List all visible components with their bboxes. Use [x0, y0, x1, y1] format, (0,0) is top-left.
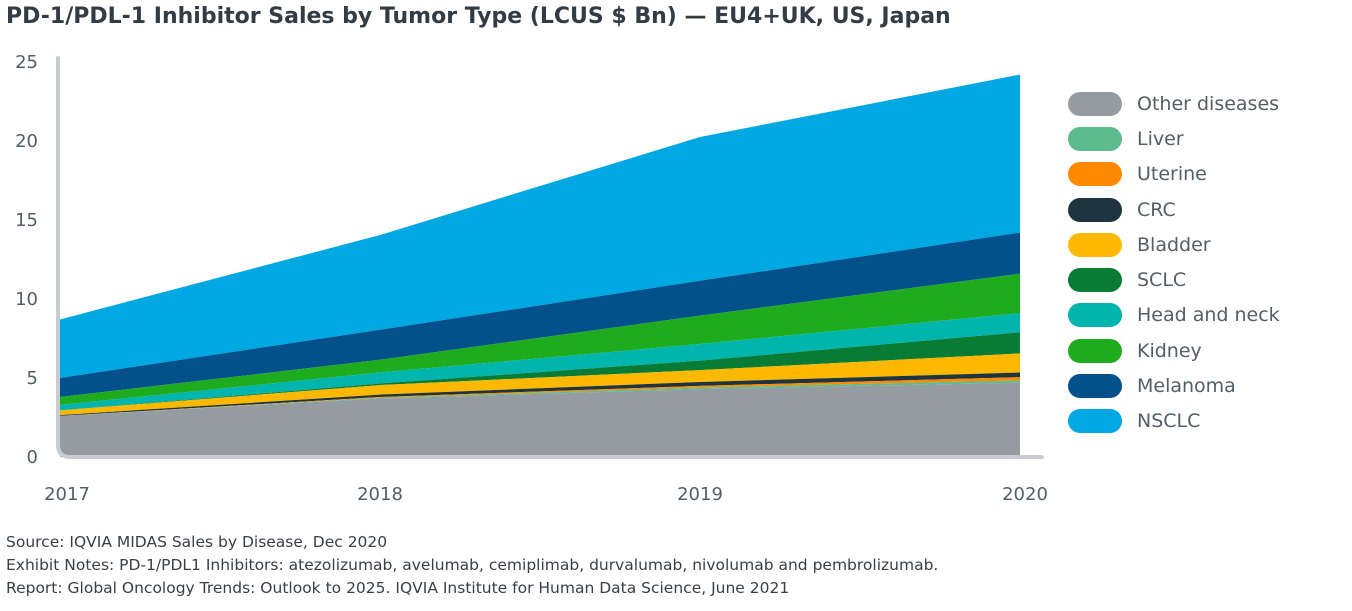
area-layers: [60, 74, 1020, 457]
footer: Source: IQVIA MIDAS Sales by Disease, De…: [6, 531, 938, 600]
area-melanoma: [60, 232, 1020, 397]
y-tick-label: 0: [27, 447, 38, 468]
legend-item: Liver: [1068, 121, 1280, 156]
axis-lines: [56, 56, 1044, 459]
axes: [56, 56, 1044, 459]
y-tick-label: 25: [15, 52, 38, 73]
chart-title: PD-1/PDL-1 Inhibitor Sales by Tumor Type…: [6, 4, 951, 29]
exhibit-notes: Exhibit Notes: PD-1/PDL1 Inhibitors: ate…: [6, 556, 939, 574]
legend-label: Kidney: [1137, 339, 1202, 362]
y-tick-labels: 0 5 10 15 20 25: [15, 52, 38, 468]
report-note: Report: Global Oncology Trends: Outlook …: [6, 579, 790, 597]
area-head-and-neck: [60, 313, 1020, 411]
legend-label: CRC: [1137, 198, 1176, 221]
area-liver: [60, 380, 1020, 416]
area-other-diseases: [60, 382, 1020, 457]
legend-swatch: [1068, 268, 1122, 293]
y-tick-label: 20: [15, 131, 38, 152]
legend-label: NSCLC: [1137, 410, 1201, 433]
legend-item: Uterine: [1068, 157, 1280, 192]
x-tick-label: 2019: [677, 484, 723, 505]
legend-item: Kidney: [1068, 333, 1280, 368]
area-kidney: [60, 273, 1020, 405]
x-tick-labels: 2017 2018 2019 2020: [44, 484, 1048, 505]
area-bladder: [60, 353, 1020, 416]
legend-item: Other diseases: [1068, 86, 1280, 121]
area-crc: [60, 372, 1020, 416]
area-sclc: [60, 332, 1020, 411]
legend-swatch: [1068, 303, 1122, 328]
legend-label: Bladder: [1137, 233, 1211, 256]
y-tick-label: 15: [15, 210, 38, 231]
legend-swatch: [1068, 162, 1122, 187]
legend-label: Other diseases: [1137, 92, 1280, 115]
y-tick-label: 10: [15, 289, 38, 310]
area-nsclc: [60, 74, 1020, 378]
legend-item: NSCLC: [1068, 404, 1280, 439]
source-note: Source: IQVIA MIDAS Sales by Disease, De…: [6, 533, 388, 551]
legend-swatch: [1068, 374, 1122, 399]
legend-swatch: [1068, 126, 1122, 151]
legend-swatch: [1068, 409, 1122, 434]
legend-item: CRC: [1068, 192, 1280, 227]
legend: Other diseases Liver Uterine CRC Bladder SCLC…: [1068, 86, 1280, 439]
legend-label: Liver: [1137, 127, 1184, 150]
legend-swatch: [1068, 338, 1122, 363]
legend-label: SCLC: [1137, 269, 1187, 292]
legend-item: Head and neck: [1068, 298, 1280, 333]
x-tick-label: 2018: [357, 484, 403, 505]
legend-swatch: [1068, 232, 1122, 257]
area-uterine: [60, 377, 1020, 416]
legend-label: Melanoma: [1137, 375, 1236, 398]
legend-label: Head and neck: [1137, 304, 1280, 327]
x-tick-label: 2017: [44, 484, 90, 505]
x-tick-label: 2020: [1002, 484, 1048, 505]
legend-label: Uterine: [1137, 163, 1207, 186]
legend-item: Bladder: [1068, 227, 1280, 262]
legend-item: SCLC: [1068, 262, 1280, 297]
legend-item: Melanoma: [1068, 368, 1280, 403]
y-tick-label: 5: [27, 368, 38, 389]
legend-swatch: [1068, 91, 1122, 116]
legend-swatch: [1068, 197, 1122, 222]
